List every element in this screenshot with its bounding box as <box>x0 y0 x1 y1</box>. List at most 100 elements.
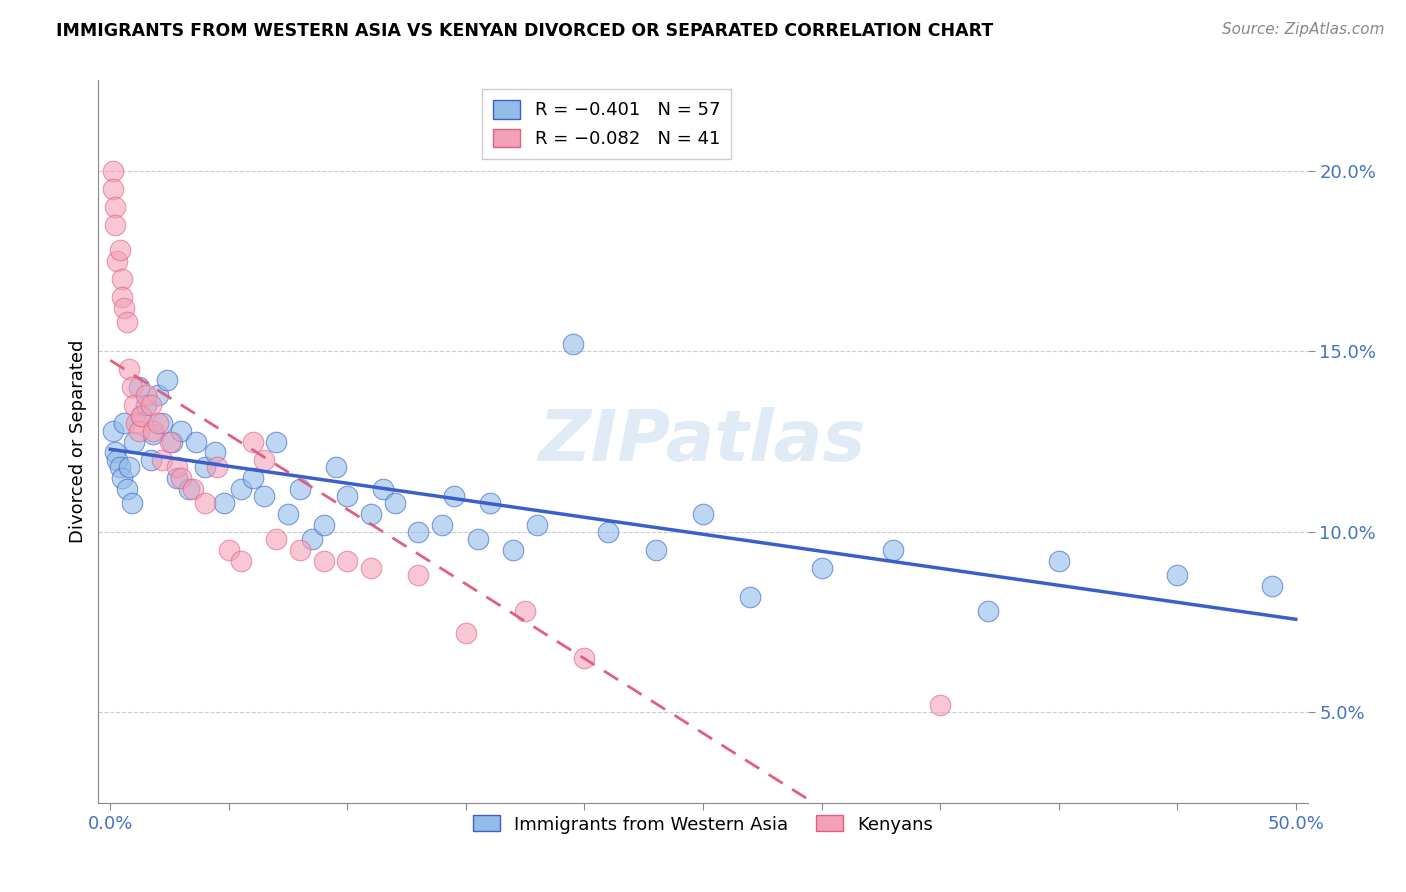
Point <box>156 373 179 387</box>
Point <box>478 496 501 510</box>
Point <box>170 470 193 484</box>
Point <box>139 398 162 412</box>
Point <box>253 452 276 467</box>
Point <box>467 532 489 546</box>
Point <box>105 452 128 467</box>
Point <box>301 532 323 546</box>
Y-axis label: Divorced or Separated: Divorced or Separated <box>69 340 87 543</box>
Point <box>128 424 150 438</box>
Point <box>205 459 228 474</box>
Point <box>288 482 311 496</box>
Point <box>443 489 465 503</box>
Point <box>312 517 335 532</box>
Point <box>264 434 287 449</box>
Point <box>115 315 138 329</box>
Point <box>360 561 382 575</box>
Point <box>129 409 152 424</box>
Point <box>105 253 128 268</box>
Point <box>104 218 127 232</box>
Point <box>277 507 299 521</box>
Point <box>360 507 382 521</box>
Point <box>101 424 124 438</box>
Text: ZIPatlas: ZIPatlas <box>540 407 866 476</box>
Point <box>229 554 252 568</box>
Point <box>312 554 335 568</box>
Point <box>160 434 183 449</box>
Point <box>502 542 524 557</box>
Point <box>118 459 141 474</box>
Point <box>111 272 134 286</box>
Point <box>142 427 165 442</box>
Point <box>253 489 276 503</box>
Point <box>212 496 235 510</box>
Point <box>976 604 998 618</box>
Point <box>408 524 430 539</box>
Point <box>104 445 127 459</box>
Point <box>114 301 136 315</box>
Point <box>139 452 162 467</box>
Point <box>129 409 152 424</box>
Text: Source: ZipAtlas.com: Source: ZipAtlas.com <box>1222 22 1385 37</box>
Point <box>166 459 188 474</box>
Point <box>104 200 127 214</box>
Point <box>122 398 145 412</box>
Point <box>929 698 952 713</box>
Point <box>204 445 226 459</box>
Point <box>177 482 200 496</box>
Point <box>181 482 204 496</box>
Point <box>371 482 394 496</box>
Point <box>264 532 287 546</box>
Point <box>229 482 252 496</box>
Point <box>740 590 762 604</box>
Point <box>882 542 904 557</box>
Point <box>111 290 134 304</box>
Point <box>146 417 169 431</box>
Point <box>101 163 124 178</box>
Point <box>108 459 131 474</box>
Point <box>408 568 430 582</box>
Point <box>111 470 134 484</box>
Point <box>194 459 217 474</box>
Text: IMMIGRANTS FROM WESTERN ASIA VS KENYAN DIVORCED OR SEPARATED CORRELATION CHART: IMMIGRANTS FROM WESTERN ASIA VS KENYAN D… <box>56 22 994 40</box>
Point <box>114 417 136 431</box>
Point <box>135 398 157 412</box>
Point <box>810 561 832 575</box>
Point <box>146 387 169 401</box>
Point <box>242 470 264 484</box>
Point <box>170 424 193 438</box>
Point <box>125 417 148 431</box>
Point <box>142 424 165 438</box>
Point <box>454 626 477 640</box>
Point <box>336 489 359 503</box>
Point <box>561 337 583 351</box>
Point <box>336 554 359 568</box>
Point <box>184 434 207 449</box>
Point <box>288 542 311 557</box>
Point <box>1047 554 1070 568</box>
Point <box>526 517 548 532</box>
Point <box>101 181 124 195</box>
Point <box>384 496 406 510</box>
Point <box>115 482 138 496</box>
Point <box>122 434 145 449</box>
Point <box>108 243 131 257</box>
Point <box>644 542 666 557</box>
Point <box>218 542 240 557</box>
Point <box>152 452 174 467</box>
Point <box>135 387 157 401</box>
Point <box>128 380 150 394</box>
Point <box>692 507 714 521</box>
Point <box>121 380 143 394</box>
Legend: Immigrants from Western Asia, Kenyans: Immigrants from Western Asia, Kenyans <box>465 808 941 841</box>
Point <box>598 524 620 539</box>
Point <box>1166 568 1188 582</box>
Point <box>325 459 347 474</box>
Point <box>152 417 174 431</box>
Point <box>118 362 141 376</box>
Point <box>121 496 143 510</box>
Point <box>1261 579 1284 593</box>
Point <box>515 604 537 618</box>
Point <box>166 470 188 484</box>
Point <box>432 517 454 532</box>
Point <box>242 434 264 449</box>
